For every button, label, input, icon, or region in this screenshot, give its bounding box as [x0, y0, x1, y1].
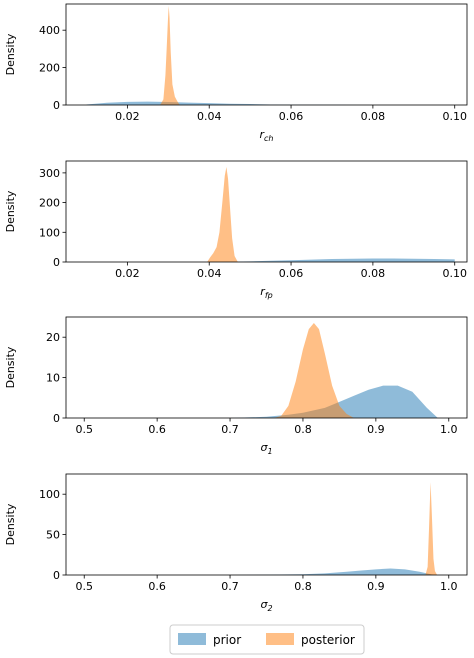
series-area-posterior: [207, 166, 238, 262]
legend: prior posterior: [169, 624, 365, 655]
y-axis-label: Density: [4, 33, 17, 75]
x-tick-label: 0.08: [361, 110, 386, 123]
x-tick-label: 0.06: [279, 267, 304, 280]
series-area-prior: [230, 568, 435, 575]
x-tick-label: 0.02: [115, 110, 140, 123]
x-tick-label: 0.9: [367, 423, 385, 436]
y-axis-label: Density: [4, 190, 17, 232]
y-tick-label: 0: [53, 99, 60, 112]
axes-frame: [65, 3, 468, 106]
y-tick-label: 400: [39, 24, 60, 37]
y-axis-label: Density: [4, 346, 17, 388]
x-tick-label: 0.6: [148, 423, 166, 436]
y-tick-label: 0: [53, 412, 60, 425]
x-tick-label: 0.6: [148, 580, 166, 593]
x-tick-label: 0.7: [221, 580, 239, 593]
x-axis-label: rfp: [260, 285, 272, 300]
y-tick-label: 100: [39, 226, 60, 239]
series-area-prior: [209, 258, 455, 262]
subplot-3: 0.5 0.6 0.7 0.8 0.9 1.0 0 10 20 Density σ1: [4, 316, 468, 456]
y-tick-label: 300: [39, 167, 60, 180]
subplot-2: 0.02 0.04 0.06 0.08 0.10 0 100 200 300 Density rfp: [4, 160, 468, 300]
y-tick-label: 200: [39, 62, 60, 75]
x-tick-label: 0.5: [75, 580, 93, 593]
axes-frame: [65, 473, 468, 576]
y-tick-label: 50: [46, 529, 60, 542]
x-tick-label: 1.0: [440, 423, 458, 436]
legend-swatch-posterior: [266, 633, 294, 645]
legend-label-posterior: posterior: [301, 633, 355, 647]
x-axis-label: σ1: [260, 441, 272, 456]
series-area-posterior: [160, 5, 180, 105]
x-tick-label: 0.04: [197, 110, 222, 123]
series-area-posterior: [425, 482, 438, 575]
series-area-prior: [86, 101, 455, 105]
y-tick-label: 0: [53, 569, 60, 582]
axes-frame: [65, 160, 468, 263]
x-tick-label: 0.5: [75, 423, 93, 436]
legend-label-prior: prior: [213, 633, 241, 647]
y-tick-label: 100: [39, 488, 60, 501]
series-area-posterior: [273, 323, 354, 418]
axes-frame: [65, 316, 468, 419]
x-tick-label: 0.10: [442, 110, 467, 123]
y-axis-label: Density: [4, 503, 17, 545]
x-tick-label: 0.06: [279, 110, 304, 123]
x-tick-label: 0.02: [115, 267, 140, 280]
x-tick-label: 0.9: [367, 580, 385, 593]
y-tick-label: 10: [46, 372, 60, 385]
x-tick-label: 0.04: [197, 267, 222, 280]
series-area-prior: [230, 385, 438, 418]
x-tick-label: 1.0: [440, 580, 458, 593]
x-tick-label: 0.10: [442, 267, 467, 280]
x-tick-label: 0.7: [221, 423, 239, 436]
subplots: 0.02 0.04 0.06 0.08 0.100200400Densityrch0.0…: [4, 3, 468, 613]
y-tick-label: 20: [46, 331, 60, 344]
x-tick-label: 0.8: [294, 580, 312, 593]
legend-swatch-prior: [178, 633, 206, 645]
x-axis-label: rch: [260, 128, 274, 143]
x-tick-label: 0.8: [294, 423, 312, 436]
y-tick-label: 0: [53, 256, 60, 269]
x-tick-label: 0.08: [361, 267, 386, 280]
y-tick-label: 200: [39, 197, 60, 210]
subplot-1: 0.02 0.04 0.06 0.08 0.10 0 200 400 Density rch: [4, 3, 468, 143]
subplot-4: 0.5 0.6 0.7 0.8 0.9 1.0 0 50 100 Density σ2: [4, 473, 468, 613]
x-axis-label: σ2: [260, 598, 272, 613]
